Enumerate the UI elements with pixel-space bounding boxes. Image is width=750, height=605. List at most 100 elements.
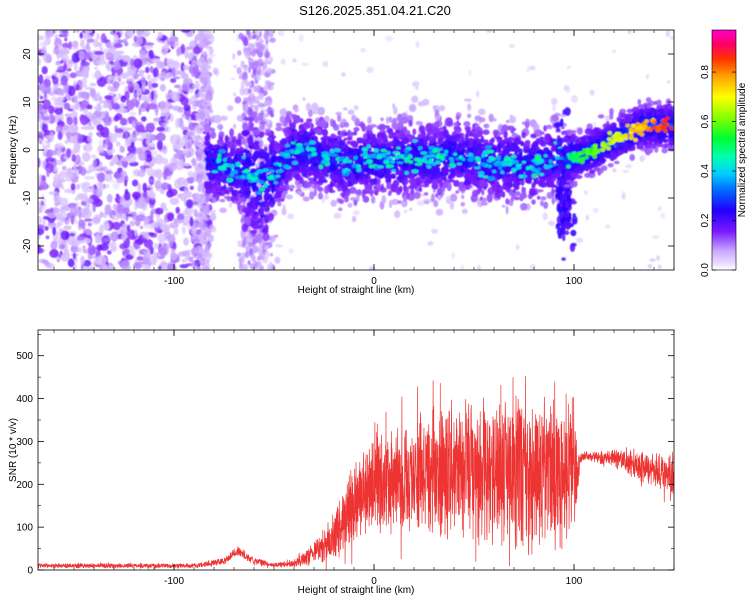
spectrogram-blob <box>81 181 91 186</box>
spectrogram-blob <box>113 61 121 71</box>
spectrogram-blob <box>305 131 312 137</box>
spectrogram-blob <box>142 231 148 239</box>
spectrogram-blob <box>647 264 653 269</box>
spectrogram-blob <box>80 115 89 126</box>
spectrogram-blob <box>96 92 101 97</box>
spectrogram-blob <box>164 231 171 239</box>
spectrogram-blob <box>94 50 104 56</box>
spectrogram-blob <box>164 41 169 52</box>
spectrogram-blob <box>323 185 330 194</box>
spectrogram-blob <box>169 222 179 229</box>
spectrogram-blob <box>67 123 77 134</box>
spectrogram-blob <box>170 252 178 261</box>
spectrogram-blob <box>126 224 131 232</box>
spectrogram-blob <box>99 182 103 188</box>
spectrogram-blob <box>507 136 514 142</box>
spectrogram-blob <box>224 135 229 143</box>
spectrogram-blob <box>267 83 274 91</box>
spectrogram-blob <box>566 65 571 70</box>
spectrogram-blob <box>73 95 79 102</box>
spectrogram-blob <box>310 123 314 130</box>
spectrogram-blob <box>266 175 274 180</box>
spectrogram-blob <box>187 171 194 177</box>
spectrogram-blob <box>474 115 482 122</box>
spectrogram-blob <box>69 135 74 143</box>
spectrogram-blob <box>267 212 275 222</box>
spectrogram-blob <box>61 42 70 49</box>
spectrogram-blob <box>48 191 59 196</box>
spectrogram-blob <box>266 67 273 74</box>
spectrogram-blob <box>409 207 413 211</box>
spectrogram-blob <box>230 77 236 81</box>
spectrogram-blob <box>62 30 68 35</box>
spectrogram-blob <box>191 227 197 236</box>
spectrogram-blob <box>190 176 195 183</box>
spectrogram-blob <box>380 117 384 122</box>
spectrogram-blob <box>40 200 44 206</box>
spectrogram-blob <box>108 75 115 80</box>
spectrogram-blob <box>264 190 269 197</box>
spectrogram-blob <box>335 184 342 189</box>
spectrogram-blob <box>199 128 204 132</box>
spectrogram-blob <box>133 58 143 69</box>
spectrogram-blob <box>102 99 112 105</box>
spectrogram-blob <box>207 161 213 169</box>
spectrogram-blob <box>337 114 342 123</box>
spectrogram-blob <box>261 151 269 157</box>
spectrogram-blob <box>227 144 236 149</box>
spectrogram-blob <box>264 224 269 233</box>
spectrogram-blob <box>79 32 84 39</box>
spectrogram-blob <box>418 169 424 174</box>
spectrogram-blob <box>68 41 72 50</box>
spectrogram-blob <box>351 114 357 122</box>
spectrogram-blob <box>206 89 213 96</box>
spectrogram-blob <box>71 47 79 51</box>
spectrogram-blob <box>318 164 324 170</box>
spectrogram-blob <box>524 140 530 147</box>
spectrogram-blob <box>237 50 242 56</box>
spectrogram-blob <box>183 64 189 71</box>
spectrogram-blob <box>358 155 364 161</box>
spectrogram-blob <box>53 195 62 203</box>
spectrogram-blob <box>100 225 104 229</box>
spectrogram-blob <box>80 255 85 265</box>
spectrogram-blob <box>478 108 486 116</box>
spectrogram-blob <box>270 113 275 118</box>
spectrogram-blob <box>269 252 274 257</box>
spectrogram-blob <box>149 191 156 200</box>
spectrogram-blob <box>118 80 126 86</box>
spectrogram-blob <box>179 123 185 128</box>
spectrogram-blob <box>346 136 353 141</box>
spectrogram-blob <box>279 115 286 123</box>
spectrogram-blob <box>510 154 517 159</box>
spectrogram-blob <box>247 36 252 41</box>
spectrogram-blob <box>233 64 238 69</box>
spectrogram-blob <box>347 109 355 115</box>
spectrogram-blob <box>460 164 464 173</box>
spectrogram-blob <box>536 137 540 144</box>
spectrogram-blob <box>175 206 180 214</box>
spectrogram-blob <box>157 233 166 243</box>
spectrogram-blob <box>302 196 310 202</box>
spectrogram-blob <box>259 62 264 67</box>
spectrogram-blob <box>168 188 178 197</box>
spectrogram-blob <box>110 179 115 183</box>
spectrogram-blob <box>542 212 548 221</box>
spectrogram-blob <box>401 117 409 124</box>
spectrogram-blob <box>134 228 138 237</box>
spectrogram-blob <box>76 183 81 190</box>
spectrogram-blob <box>69 72 77 79</box>
spectrogram-blob <box>169 36 179 42</box>
spectrogram-blob <box>114 73 118 77</box>
spectrogram-blob <box>515 196 520 201</box>
spectrogram-blob <box>273 198 282 203</box>
spectrogram-marks <box>38 30 674 270</box>
spectrogram-blob <box>112 81 120 89</box>
spectrogram-blob <box>273 181 278 185</box>
spectrogram-blob <box>126 80 133 84</box>
spectrogram-blob <box>38 112 43 122</box>
spectrogram-blob <box>390 175 396 179</box>
spectrogram-blob <box>498 165 503 170</box>
spectrogram-blob <box>129 220 136 227</box>
